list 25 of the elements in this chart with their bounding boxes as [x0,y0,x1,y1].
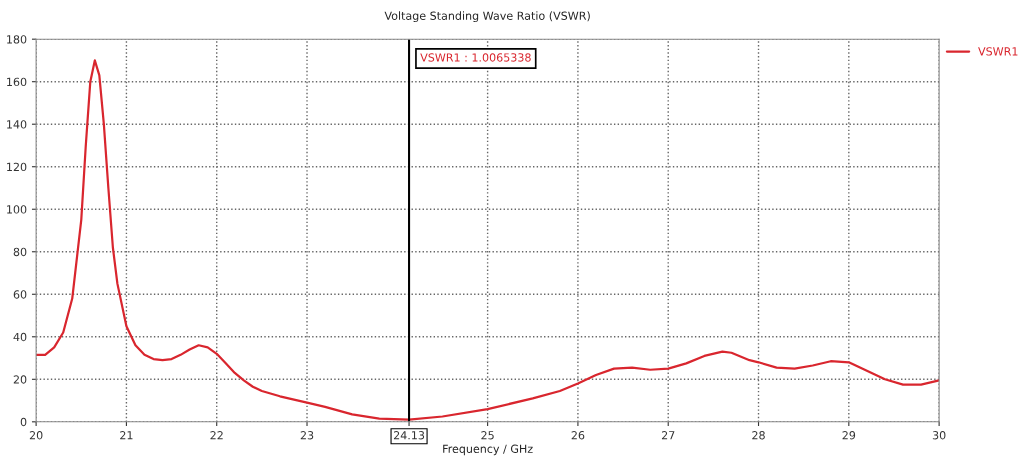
y-tick-label: 0 [20,417,27,427]
y-tick-label: 100 [7,205,27,214]
y-tick-label: 40 [13,332,27,342]
x-tick-label: 26 [571,431,585,440]
x-tick-label: 24.13 [393,431,425,440]
x-tick-label: 28 [752,431,765,440]
x-tick-label: 21 [120,431,133,440]
y-tick-label: 60 [13,290,27,299]
x-tick-label: 22 [210,431,223,440]
x-tick-label: 25 [481,431,494,440]
y-tick-label: 160 [7,77,27,87]
x-tick-label: 29 [842,431,856,440]
x-tick-label: 23 [300,431,314,440]
x-tick-label: 30 [932,431,946,440]
y-tick-label: 20 [13,375,27,384]
y-tick-label: 80 [13,247,27,257]
x-axis-title: Frequency / GHz [443,444,533,456]
y-tick-label: 180 [7,35,27,44]
x-tick-label: 20 [29,431,43,440]
chart-title: Voltage Standing Wave Ratio (VSWR) [384,11,590,23]
y-tick-label: 120 [7,162,27,172]
x-tick-label: 27 [661,431,675,440]
y-tick-label: 140 [7,120,27,129]
annotation: VSWR1 : 1.0065338 [420,53,531,62]
legend-label: VSWR1 [978,47,1018,56]
